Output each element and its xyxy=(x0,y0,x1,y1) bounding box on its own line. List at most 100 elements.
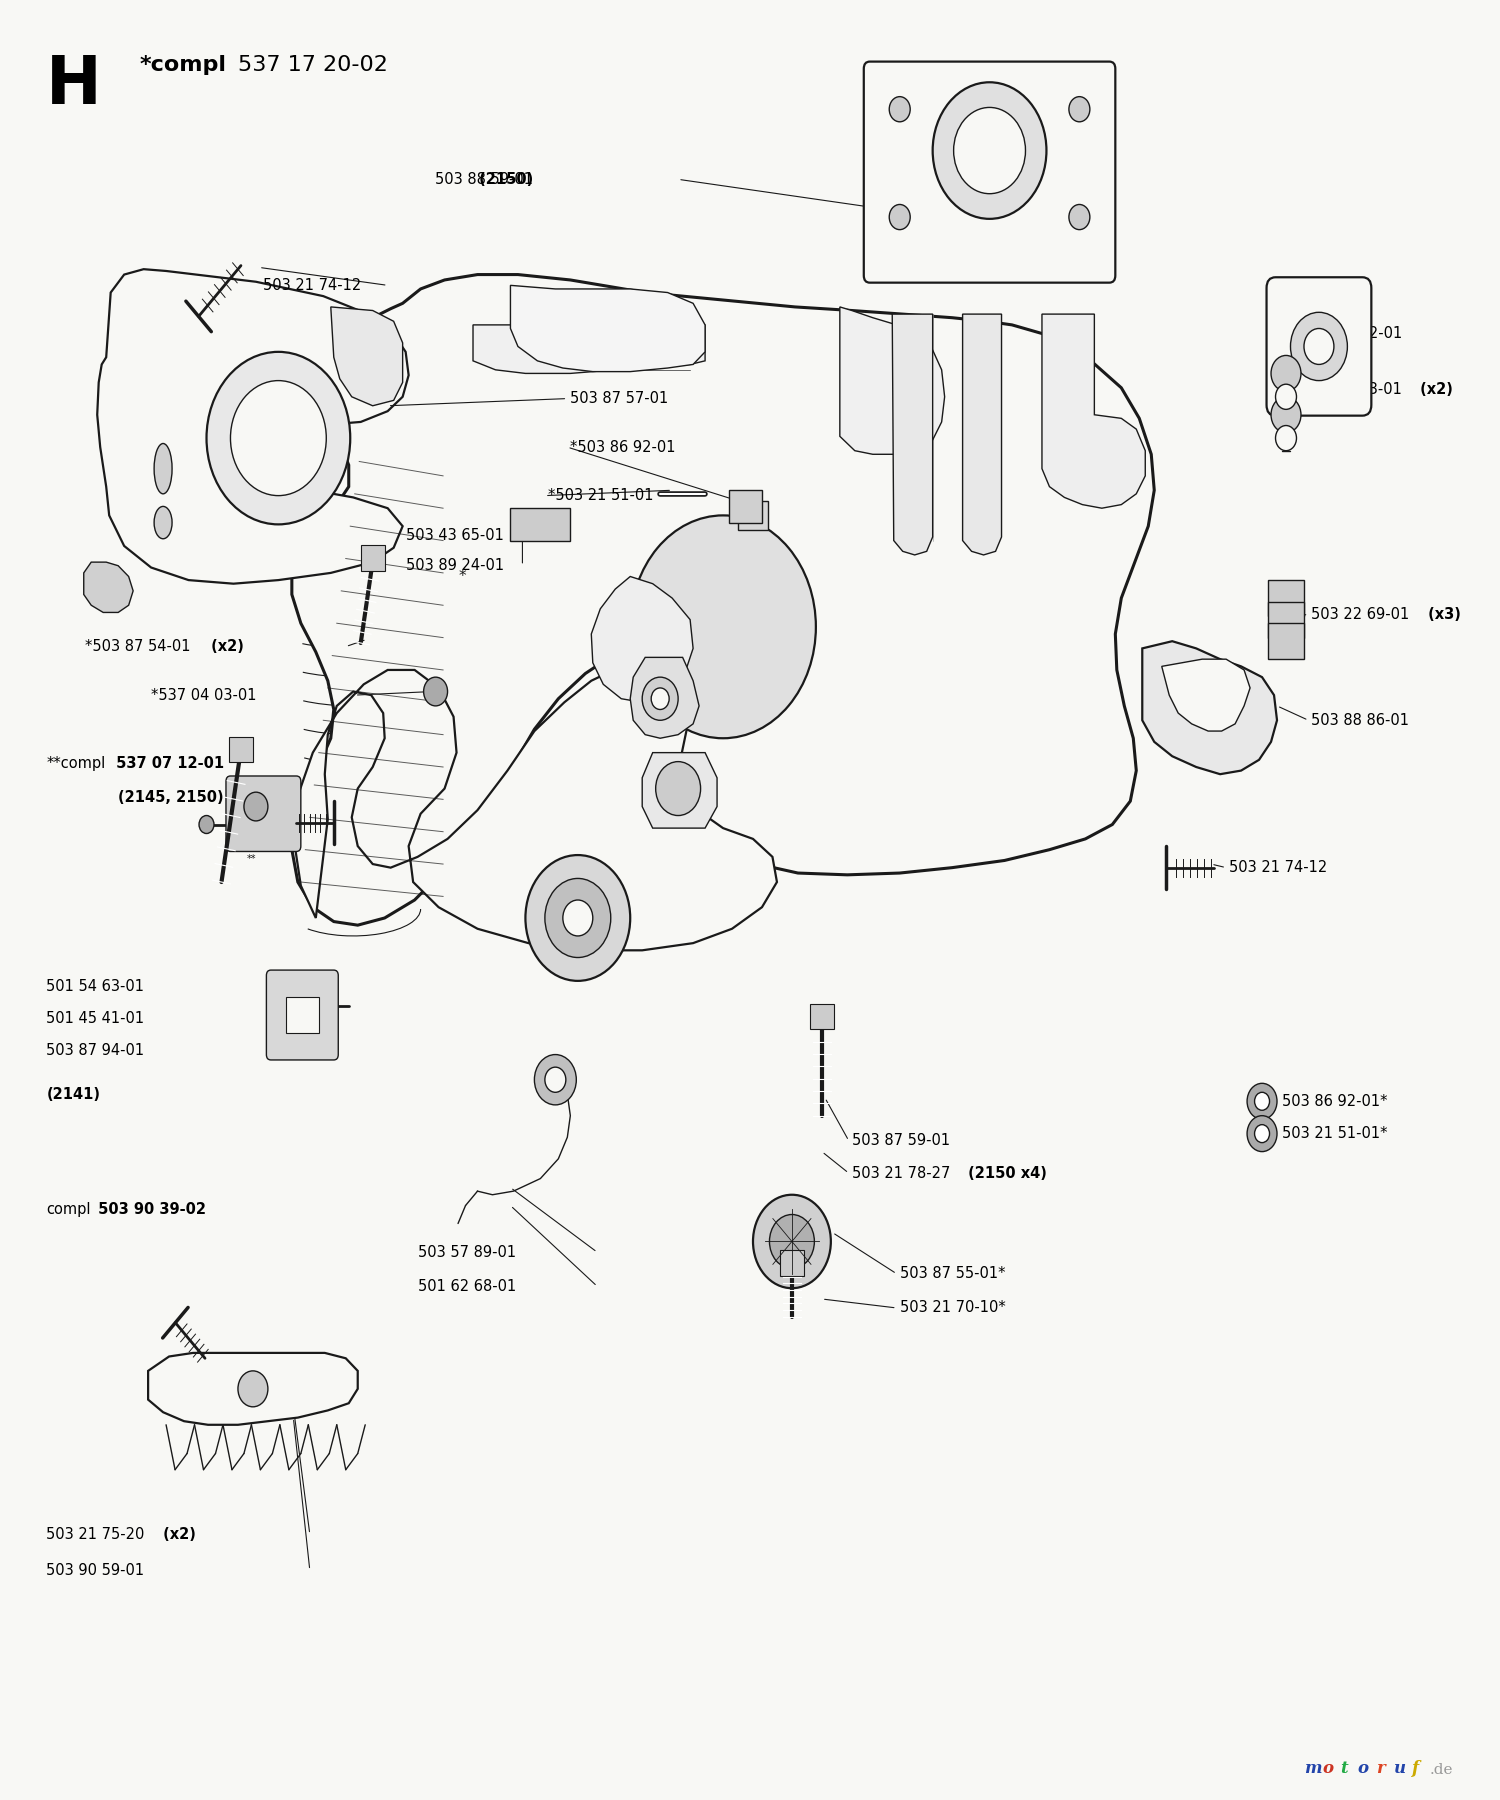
Text: 537 17 20-02: 537 17 20-02 xyxy=(238,56,388,76)
Circle shape xyxy=(890,97,910,122)
Circle shape xyxy=(1070,97,1090,122)
Text: 503 21 75-20: 503 21 75-20 xyxy=(46,1526,144,1543)
Text: compl: compl xyxy=(46,1202,92,1217)
Text: *503 21 51-01: *503 21 51-01 xyxy=(548,488,654,504)
Polygon shape xyxy=(630,657,699,738)
Polygon shape xyxy=(472,324,705,373)
Text: 503 87 59-01: 503 87 59-01 xyxy=(852,1134,950,1148)
Text: (x3): (x3) xyxy=(1424,607,1461,621)
FancyBboxPatch shape xyxy=(267,970,339,1060)
Bar xyxy=(810,1004,834,1030)
Text: m: m xyxy=(1304,1760,1322,1777)
Circle shape xyxy=(1246,1116,1276,1152)
Text: 503 87 94-01: 503 87 94-01 xyxy=(46,1044,144,1058)
Circle shape xyxy=(753,1195,831,1289)
Polygon shape xyxy=(963,315,1002,554)
FancyBboxPatch shape xyxy=(226,776,302,851)
Text: *503 86 92-01: *503 86 92-01 xyxy=(570,439,676,455)
Polygon shape xyxy=(1268,601,1304,637)
Polygon shape xyxy=(1042,315,1146,508)
Polygon shape xyxy=(98,270,408,583)
Circle shape xyxy=(1290,313,1347,380)
Polygon shape xyxy=(1268,623,1304,659)
Text: 503 88 86-01: 503 88 86-01 xyxy=(1311,713,1410,727)
Text: 503 86 93-01: 503 86 93-01 xyxy=(1304,382,1402,398)
Text: 503 87 55-01*: 503 87 55-01* xyxy=(900,1267,1005,1282)
Text: 503 57 89-01: 503 57 89-01 xyxy=(417,1246,516,1260)
Polygon shape xyxy=(642,752,717,828)
FancyBboxPatch shape xyxy=(1266,277,1371,416)
Polygon shape xyxy=(840,308,945,454)
Text: *537 04 03-01: *537 04 03-01 xyxy=(152,688,256,702)
Circle shape xyxy=(423,677,447,706)
Ellipse shape xyxy=(154,506,172,538)
Text: o: o xyxy=(1358,1760,1370,1777)
Text: **compl: **compl xyxy=(46,756,105,770)
Circle shape xyxy=(770,1215,814,1269)
Polygon shape xyxy=(738,500,768,529)
Circle shape xyxy=(1254,1093,1269,1111)
Bar xyxy=(510,508,570,540)
Text: o: o xyxy=(1322,1760,1334,1777)
Circle shape xyxy=(1304,328,1334,364)
Polygon shape xyxy=(1268,580,1304,616)
Text: 503 43 65-01: 503 43 65-01 xyxy=(405,527,504,542)
Text: 537 07 12-01: 537 07 12-01 xyxy=(111,756,225,770)
Text: *compl: *compl xyxy=(140,56,226,76)
Text: (x2): (x2) xyxy=(1416,382,1454,398)
Polygon shape xyxy=(84,562,134,612)
Text: (x2): (x2) xyxy=(206,639,245,653)
Polygon shape xyxy=(1143,641,1276,774)
Text: f: f xyxy=(1412,1760,1419,1777)
Circle shape xyxy=(933,83,1047,220)
Circle shape xyxy=(642,677,678,720)
Text: *: * xyxy=(459,569,466,583)
Text: 503 90 59-01: 503 90 59-01 xyxy=(46,1562,144,1579)
Text: 503 21 51-01*: 503 21 51-01* xyxy=(1281,1127,1388,1141)
Circle shape xyxy=(562,900,592,936)
Polygon shape xyxy=(1161,659,1250,731)
Text: (2141): (2141) xyxy=(46,1087,100,1102)
Circle shape xyxy=(656,761,700,815)
Polygon shape xyxy=(332,308,402,405)
Text: (2150): (2150) xyxy=(474,171,532,187)
Text: 503 21 78-27: 503 21 78-27 xyxy=(852,1166,950,1181)
Text: u: u xyxy=(1394,1760,1406,1777)
FancyBboxPatch shape xyxy=(864,61,1116,283)
Text: 503 21 70-10*: 503 21 70-10* xyxy=(900,1300,1005,1316)
Text: r: r xyxy=(1376,1760,1384,1777)
Polygon shape xyxy=(292,275,1155,925)
Text: 503 86 92-01*: 503 86 92-01* xyxy=(1281,1094,1388,1109)
Text: 503 21 74-12: 503 21 74-12 xyxy=(1228,860,1328,875)
Circle shape xyxy=(1254,1125,1269,1143)
Text: (2150 x4): (2150 x4) xyxy=(963,1166,1047,1181)
Circle shape xyxy=(525,855,630,981)
Circle shape xyxy=(231,380,327,495)
Polygon shape xyxy=(296,666,777,950)
Text: **: ** xyxy=(246,853,256,864)
Polygon shape xyxy=(591,576,693,702)
Circle shape xyxy=(544,878,610,958)
Circle shape xyxy=(1270,355,1300,391)
Bar xyxy=(230,736,254,761)
Circle shape xyxy=(207,351,350,524)
Bar xyxy=(729,490,762,522)
Circle shape xyxy=(244,792,268,821)
Circle shape xyxy=(534,1055,576,1105)
Ellipse shape xyxy=(154,443,172,493)
Circle shape xyxy=(1070,205,1090,230)
Circle shape xyxy=(200,815,214,833)
Polygon shape xyxy=(510,286,705,371)
Circle shape xyxy=(238,1372,268,1408)
Circle shape xyxy=(651,688,669,709)
Text: *503 87 54-01: *503 87 54-01 xyxy=(86,639,190,653)
Text: 501 54 63-01: 501 54 63-01 xyxy=(46,979,144,994)
Text: t: t xyxy=(1340,1760,1347,1777)
Circle shape xyxy=(890,205,910,230)
Circle shape xyxy=(954,108,1026,194)
Text: 503 90 39-02: 503 90 39-02 xyxy=(93,1202,206,1217)
Text: .de: .de xyxy=(1430,1762,1454,1777)
Text: (2145, 2150): (2145, 2150) xyxy=(118,790,224,805)
Text: H: H xyxy=(46,52,102,117)
Circle shape xyxy=(1275,425,1296,450)
